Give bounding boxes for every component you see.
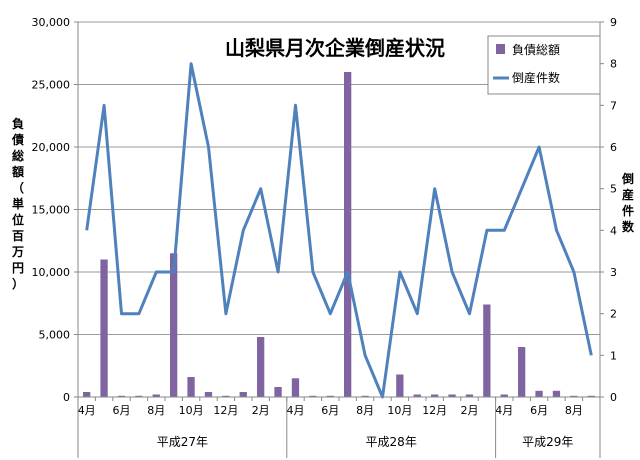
y-tick-label: 30,000 (32, 16, 71, 29)
bar (170, 253, 178, 398)
bar (500, 394, 508, 397)
x-tick-label: 8月 (356, 404, 374, 417)
y2-tick-label: 2 (610, 308, 617, 321)
legend-label-line: 倒産件数 (512, 70, 560, 85)
x-tick-label: 2月 (252, 404, 270, 417)
y-tick-label: 25,000 (32, 79, 71, 92)
legend-box (487, 35, 601, 95)
group-label: 平成28年 (366, 435, 417, 449)
y2-axis-title: 倒産件数 (621, 171, 635, 234)
bar (483, 304, 491, 397)
group-label: 平成27年 (157, 435, 208, 449)
bar (291, 378, 300, 398)
bar (344, 72, 352, 397)
bar (152, 394, 160, 397)
y-tick-label: 10,000 (32, 266, 71, 279)
year-groups: 平成27年 平成28年 平成29年 (77, 397, 601, 458)
y2-tick-label: 0 (610, 391, 617, 404)
bar-series (83, 72, 595, 398)
legend-swatch-bar (496, 44, 505, 54)
bar (535, 390, 543, 398)
bar (100, 259, 108, 397)
x-tick-label: 4月 (495, 404, 513, 417)
bar (117, 395, 126, 398)
x-tick-label: 4月 (287, 404, 305, 417)
bar (518, 347, 526, 397)
bar (361, 395, 369, 398)
y-axis-title: 負債総額（単位百万円） (11, 116, 24, 291)
bar (431, 394, 439, 397)
legend: 負債総額 倒産件数 (487, 35, 601, 95)
bar (257, 337, 265, 397)
x-tick-label: 6月 (113, 404, 131, 417)
bar (552, 390, 561, 398)
y-tick-label: 15,000 (32, 204, 71, 217)
group-label: 平成29年 (522, 435, 573, 449)
bar (570, 395, 578, 398)
x-axis-ticks: 4月 6月 8月 10月 12月 2月 4月 6月 8月 10月 12月 2月 4月 6月 8月 (77, 397, 601, 417)
bar (135, 395, 143, 398)
x-tick-label: 10月 (387, 404, 412, 417)
bar (326, 395, 334, 398)
x-tick-label: 10月 (179, 404, 204, 417)
y2-tick-label: 5 (610, 183, 617, 196)
bar (396, 374, 404, 397)
y2-tick-label: 1 (610, 349, 617, 362)
x-tick-label: 8月 (565, 404, 583, 417)
x-tick-label: 4月 (78, 404, 96, 417)
bar (413, 394, 421, 397)
bar (83, 392, 91, 397)
y-tick-label: 20,000 (32, 141, 71, 154)
x-tick-label: 2月 (461, 404, 479, 417)
left-axis-ticks: 0 5,000 10,000 15,000 20,000 25,000 30,000 (32, 16, 78, 404)
right-axis-ticks: 0 1 2 3 4 5 6 7 8 9 (600, 16, 617, 404)
x-tick-label: 12月 (422, 404, 447, 417)
y2-tick-label: 4 (610, 224, 617, 237)
line-series (85, 62, 593, 399)
bar (187, 377, 195, 397)
chart-title: 山梨県月次企業倒産状況 (225, 36, 445, 60)
bar (587, 395, 595, 398)
y-tick-label: 5,000 (39, 329, 71, 342)
y2-tick-label: 8 (610, 58, 617, 71)
legend-label-bar: 負債総額 (512, 42, 560, 57)
bar (239, 392, 247, 397)
y-tick-label: 0 (63, 391, 70, 404)
y2-tick-label: 7 (610, 99, 617, 112)
bar (309, 395, 317, 398)
series-line (85, 62, 593, 399)
bar (465, 394, 474, 397)
bar (222, 395, 230, 398)
x-tick-label: 6月 (321, 404, 339, 417)
y2-tick-label: 3 (610, 266, 617, 279)
x-tick-label: 6月 (530, 404, 548, 417)
y2-tick-label: 6 (610, 141, 617, 154)
x-tick-label: 12月 (213, 404, 238, 417)
x-tick-label: 8月 (147, 404, 165, 417)
bar (448, 394, 456, 397)
bar (274, 387, 282, 397)
y2-tick-label: 9 (610, 16, 617, 29)
bar (204, 392, 213, 397)
